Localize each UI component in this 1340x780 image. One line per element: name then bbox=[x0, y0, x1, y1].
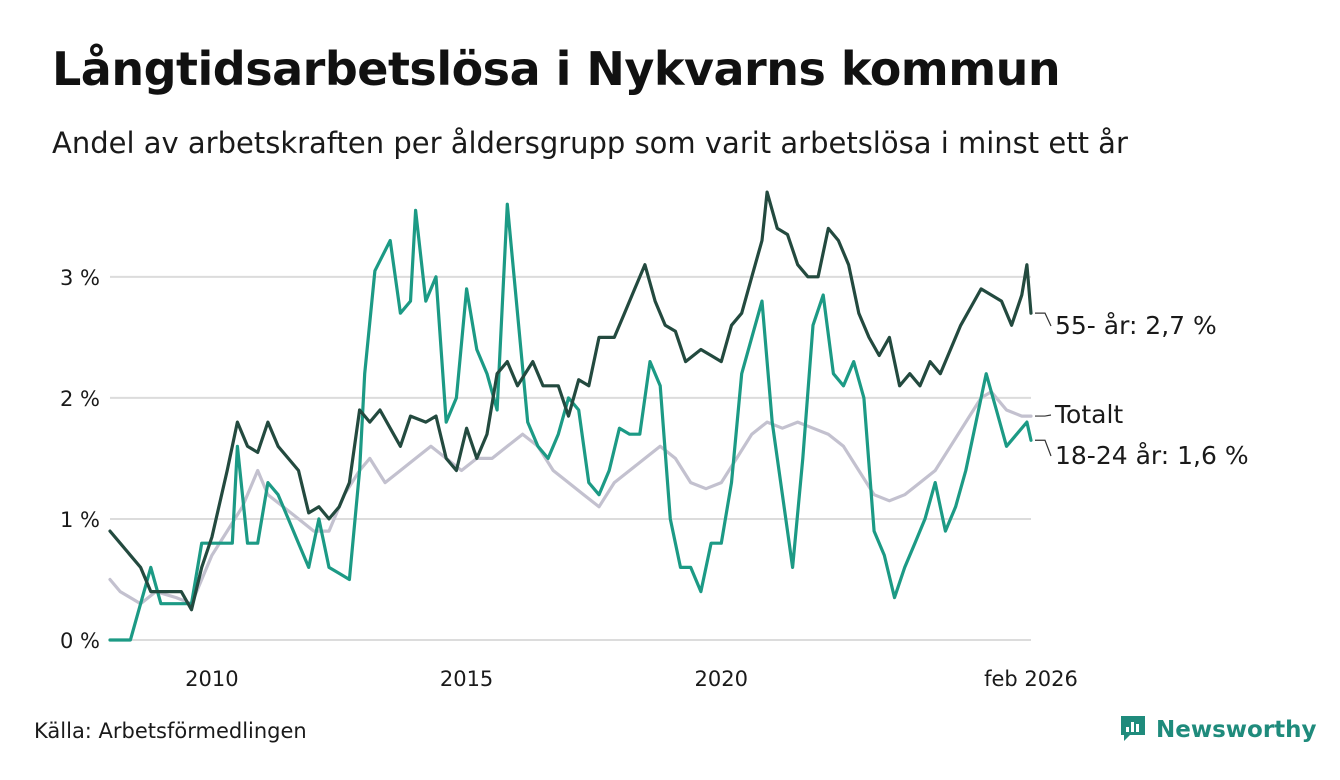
x-axis: 2010 2015 2020 feb 2026 bbox=[185, 667, 1078, 691]
series-end-label: 18-24 år: 1,6 % bbox=[1055, 441, 1249, 470]
y-tick-label: 2 % bbox=[60, 387, 100, 411]
chart-title: Långtidsarbetslösa i Nykvarns kommun bbox=[52, 42, 1061, 96]
series-line-18-24-r bbox=[108, 202, 1033, 642]
leader-line bbox=[1035, 439, 1052, 457]
series-line-totalt bbox=[108, 390, 1033, 606]
x-tick-label: 2015 bbox=[440, 667, 493, 691]
y-axis: 0 % 1 % 2 % 3 % bbox=[60, 266, 100, 653]
series-line-55-r bbox=[108, 190, 1033, 612]
x-tick-label: feb 2026 bbox=[984, 667, 1078, 691]
series-layer bbox=[108, 190, 1033, 642]
chart-subtitle: Andel av arbetskraften per åldersgrupp s… bbox=[52, 126, 1128, 160]
brand-name: Newsworthy bbox=[1156, 717, 1317, 743]
y-tick-label: 3 % bbox=[60, 266, 100, 290]
newsworthy-logo-icon bbox=[1118, 713, 1148, 747]
series-labels: Totalt 18-24 år: 1,6 % 55- år: 2,7 % bbox=[1035, 311, 1249, 470]
leader-line bbox=[1035, 312, 1052, 327]
x-tick-label: 2020 bbox=[695, 667, 748, 691]
source-note: Källa: Arbetsförmedlingen bbox=[34, 719, 307, 743]
y-tick-label: 0 % bbox=[60, 629, 100, 653]
brand-logo[interactable]: Newsworthy bbox=[1118, 713, 1317, 747]
leader-line bbox=[1035, 414, 1052, 417]
series-end-label: 55- år: 2,7 % bbox=[1055, 311, 1217, 340]
x-tick-label: 2010 bbox=[185, 667, 238, 691]
series-end-label: Totalt bbox=[1054, 400, 1123, 429]
y-tick-label: 1 % bbox=[60, 508, 100, 532]
